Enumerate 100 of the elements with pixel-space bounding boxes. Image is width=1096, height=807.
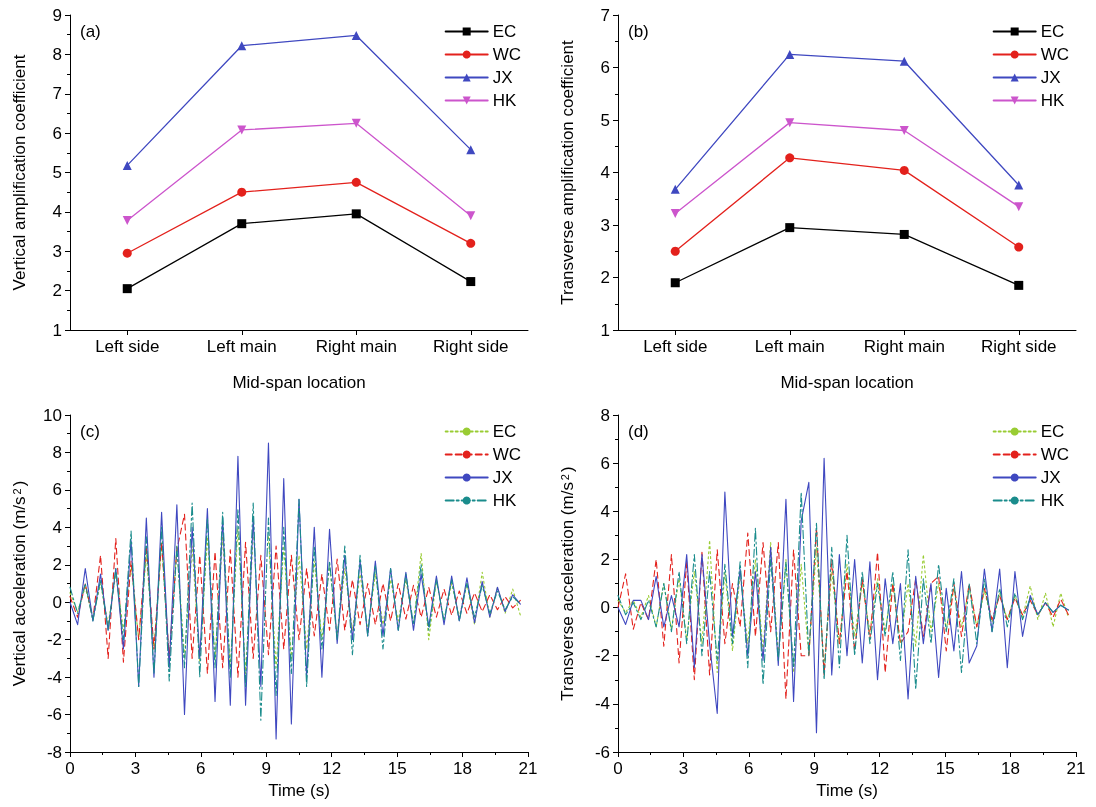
y-tick-label: 6 <box>52 480 62 500</box>
point <box>351 30 361 40</box>
point <box>899 126 909 135</box>
legend-label: JX <box>1040 68 1061 87</box>
y-tick-label: 2 <box>600 549 610 569</box>
x-tick-label: 21 <box>518 759 538 778</box>
x-tick-label: 0 <box>613 759 623 778</box>
y-tick-label: -6 <box>46 705 62 725</box>
y-tick-label: -2 <box>594 646 610 666</box>
legend-label: EC <box>1040 422 1065 441</box>
point <box>670 278 680 288</box>
y-tick-label: 4 <box>600 163 610 182</box>
point <box>1014 202 1024 212</box>
y-tick-label: 2 <box>600 268 610 287</box>
x-tick-label: 21 <box>1066 759 1086 778</box>
y-tick-label: -4 <box>46 667 62 687</box>
x-tick-label: 9 <box>261 759 272 778</box>
point <box>785 49 795 59</box>
x-tick-label: 12 <box>322 759 342 778</box>
x-tick-label: 15 <box>387 759 407 778</box>
y-tick-label: 4 <box>52 517 62 537</box>
y-tick-label: 0 <box>600 598 610 618</box>
x-tick-label: 6 <box>744 759 754 778</box>
y-tick-label: -6 <box>594 742 610 762</box>
line-series <box>617 491 1069 690</box>
y-tick-label: 8 <box>600 405 610 425</box>
x-tick-label: Left main <box>206 337 277 356</box>
y-tick-label: 10 <box>43 405 62 425</box>
point <box>122 284 132 294</box>
annotation: (c) <box>80 422 100 441</box>
x-tick-label: 3 <box>130 759 141 778</box>
point <box>122 248 132 258</box>
y-tick-label: 2 <box>52 555 62 575</box>
x-tick-label: Left side <box>643 337 708 356</box>
y-axis-title: Vertical acceleration (m/s2) <box>10 480 29 687</box>
y-tick-label: 5 <box>52 163 62 182</box>
point <box>785 153 795 163</box>
x-tick-label: Left side <box>95 337 160 356</box>
x-tick-label: 18 <box>1001 759 1021 778</box>
y-axis-title: Vertical amplification coefficient <box>10 54 29 291</box>
line-series <box>617 539 1069 674</box>
point <box>785 223 795 233</box>
x-axis-title: Mid-span location <box>780 373 914 392</box>
y-tick-label: 3 <box>600 215 610 235</box>
y-tick-label: 3 <box>52 241 62 261</box>
legend-label: JX <box>492 68 513 87</box>
legend-label: HK <box>492 91 517 110</box>
x-tick-label: 0 <box>65 759 75 778</box>
x-tick-label: Right side <box>432 337 509 356</box>
legend-label: WC <box>1040 445 1070 464</box>
y-tick-label: 7 <box>600 5 610 25</box>
point <box>466 277 476 287</box>
point <box>237 187 247 197</box>
y-tick-label: -8 <box>46 742 62 762</box>
point <box>899 56 909 66</box>
x-axis-title: Time (s) <box>268 781 330 800</box>
y-tick-label: 4 <box>52 202 62 222</box>
annotation: (d) <box>628 422 649 441</box>
legend-label: JX <box>1040 468 1061 487</box>
line-series <box>69 442 521 740</box>
y-tick-label: 0 <box>52 592 62 612</box>
y-tick-label: 8 <box>52 442 62 462</box>
y-tick-label: 5 <box>600 110 610 130</box>
y-tick-label: 9 <box>52 5 62 25</box>
x-tick-label: Left main <box>754 337 825 356</box>
legend-label: EC <box>492 422 517 441</box>
x-axis-title: Time (s) <box>816 781 878 800</box>
y-axis-title: Transverse acceleration (m/s2) <box>558 466 577 701</box>
point <box>122 216 132 226</box>
y-tick-label: 2 <box>52 281 62 301</box>
y-tick-label: 1 <box>52 320 62 340</box>
point <box>899 229 909 239</box>
legend-label: WC <box>1040 45 1070 64</box>
y-tick-label: -2 <box>46 630 62 650</box>
legend-label: JX <box>492 468 513 487</box>
point <box>351 177 361 187</box>
y-tick-label: 7 <box>52 84 62 104</box>
y-tick-label: 6 <box>600 453 610 473</box>
x-tick-label: 3 <box>678 759 689 778</box>
y-tick-label: 1 <box>600 320 610 340</box>
annotation: (b) <box>628 22 649 41</box>
point <box>466 238 476 248</box>
point <box>670 184 680 194</box>
point <box>1014 242 1024 252</box>
point <box>1014 280 1024 290</box>
point <box>899 165 909 175</box>
y-tick-label: 4 <box>600 501 610 521</box>
legend-label: HK <box>492 491 517 510</box>
x-tick-label: 15 <box>935 759 955 778</box>
point <box>466 211 476 221</box>
point <box>1014 180 1024 190</box>
legend-label: EC <box>492 22 517 41</box>
y-axis-title: Transverse amplification coefficient <box>558 39 577 305</box>
x-tick-label: 6 <box>196 759 206 778</box>
x-tick-label: 9 <box>809 759 820 778</box>
point <box>122 160 132 170</box>
legend-label: EC <box>1040 22 1065 41</box>
legend-label: WC <box>492 45 522 64</box>
x-axis-title: Mid-span location <box>232 373 366 392</box>
point <box>351 209 361 219</box>
